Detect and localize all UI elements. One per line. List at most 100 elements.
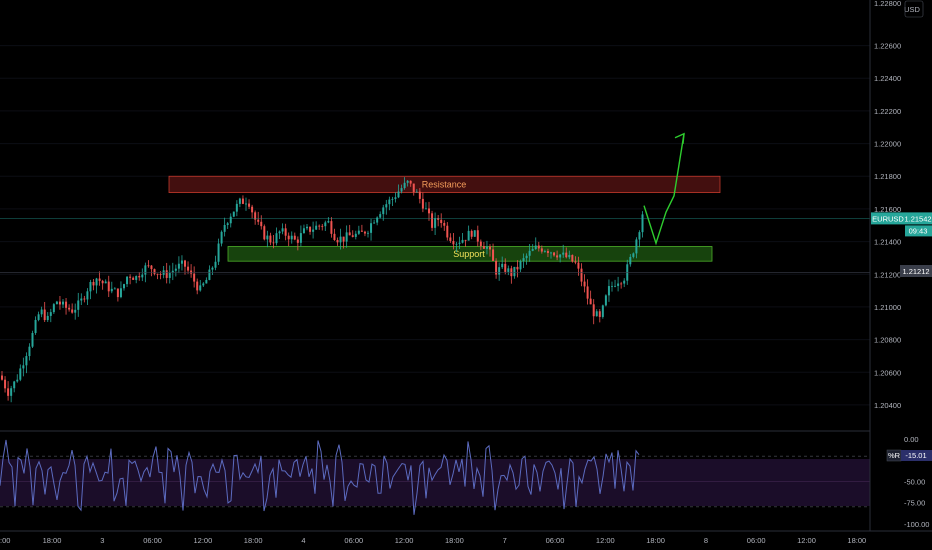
- time-tick-label: 12:00: [194, 536, 213, 545]
- candle-body: [62, 301, 64, 305]
- candle-body: [464, 239, 467, 241]
- candle-body: [214, 261, 217, 268]
- candle-body: [272, 242, 275, 244]
- price-tick-label: 1.21600: [874, 205, 901, 214]
- candle-body: [577, 262, 580, 269]
- candle-body: [263, 226, 266, 240]
- candle-body: [330, 221, 333, 234]
- candle-body: [397, 191, 400, 198]
- time-tick-label: 06:00: [747, 536, 766, 545]
- candle-body: [507, 268, 510, 272]
- candle-body: [461, 239, 464, 243]
- candle-body: [473, 230, 476, 237]
- candle-body: [241, 198, 244, 204]
- price-tick-label: 1.22600: [874, 42, 901, 51]
- candle-body: [598, 311, 601, 317]
- candle-body: [458, 242, 461, 244]
- candle-body: [476, 230, 479, 242]
- time-tick-label: 4: [301, 536, 305, 545]
- candle-body: [257, 219, 260, 222]
- price-axis[interactable]: 1.22600 1.22400 1.22200 1.22000 1.21800 1.216…: [869, 0, 924, 531]
- candle-body: [135, 276, 138, 280]
- candle-body: [123, 284, 125, 289]
- candle-body: [607, 286, 610, 296]
- candle-body: [452, 240, 455, 245]
- candle-body: [641, 214, 644, 233]
- candle-body: [342, 236, 345, 242]
- price-tick-label: 1.21800: [874, 172, 901, 181]
- candle-body: [31, 333, 34, 347]
- candle-body: [583, 281, 586, 287]
- zone-support: [227, 246, 713, 262]
- candle-body: [418, 191, 421, 199]
- candle-body: [388, 199, 391, 205]
- candle-body: [58, 301, 61, 305]
- candle-body: [537, 245, 540, 249]
- candle-body: [614, 285, 617, 287]
- time-tick-label: 18:00: [43, 536, 62, 545]
- candle-body: [150, 265, 153, 270]
- candle-body: [7, 388, 10, 396]
- candle-body: [434, 218, 437, 228]
- candle-body: [336, 240, 339, 243]
- williams-r-pane[interactable]: [0, 439, 870, 515]
- time-tick-label: 12:00: [797, 536, 816, 545]
- candle-body: [153, 269, 156, 274]
- candle-body: [376, 217, 379, 223]
- zones-layer: Resistance Support: [168, 175, 721, 262]
- candle-body: [479, 241, 482, 247]
- time-tick-label: 18:00: [646, 536, 665, 545]
- candle-body: [379, 214, 382, 218]
- candle-body: [498, 267, 501, 275]
- candle-body: [543, 251, 546, 252]
- wr-tick-label: -100.00: [904, 520, 929, 529]
- candle-body: [571, 254, 574, 262]
- candle-body: [77, 300, 80, 310]
- candle-body: [617, 283, 620, 286]
- candle-body: [205, 279, 208, 284]
- wr-axis[interactable]: 0.00 -50.00 -75.00 -100.00 %R -15.01: [886, 435, 932, 529]
- candle-body: [156, 273, 159, 275]
- candle-body: [525, 255, 528, 259]
- candle-body: [574, 261, 577, 263]
- candle-body: [367, 232, 369, 234]
- candle-body: [98, 278, 101, 281]
- candle-body: [519, 261, 522, 270]
- candle-body: [28, 346, 31, 357]
- candle-body: [229, 216, 232, 224]
- candle-body: [482, 246, 485, 249]
- candle-body: [391, 198, 394, 200]
- candle-body: [424, 208, 427, 210]
- candle-body: [74, 309, 77, 313]
- candle-body: [65, 301, 68, 308]
- candle-body: [522, 258, 525, 262]
- candle-body: [385, 204, 388, 208]
- time-tick-label: 06:00: [143, 536, 162, 545]
- candle-body: [107, 281, 110, 292]
- candle-body: [580, 268, 583, 282]
- time-tick-label: 18:00: [445, 536, 464, 545]
- projection-arrowhead: [674, 132, 685, 144]
- candle-body: [226, 223, 229, 226]
- candle-body: [238, 198, 241, 204]
- candle-body: [324, 222, 327, 227]
- candle-body: [492, 249, 495, 261]
- candle-body: [428, 208, 430, 214]
- candle-body: [373, 222, 376, 224]
- candle-body: [208, 269, 211, 280]
- candle-body: [559, 254, 562, 258]
- zone-label-resistance: Resistance: [422, 179, 467, 189]
- candle-body: [406, 180, 409, 183]
- candle-body: [489, 246, 491, 250]
- price-pane[interactable]: Resistance Support: [0, 45, 870, 406]
- candle-body: [339, 236, 342, 243]
- candle-body: [345, 232, 348, 242]
- candle-body: [138, 276, 141, 278]
- candle-body: [68, 307, 71, 310]
- time-axis[interactable]: :00 18:00 3 06:00 12:00 18:00 4 06:00 12:00 18:0…: [0, 530, 932, 545]
- currency-box[interactable]: [904, 0, 924, 18]
- candle-body: [174, 268, 177, 271]
- candle-body: [217, 243, 220, 262]
